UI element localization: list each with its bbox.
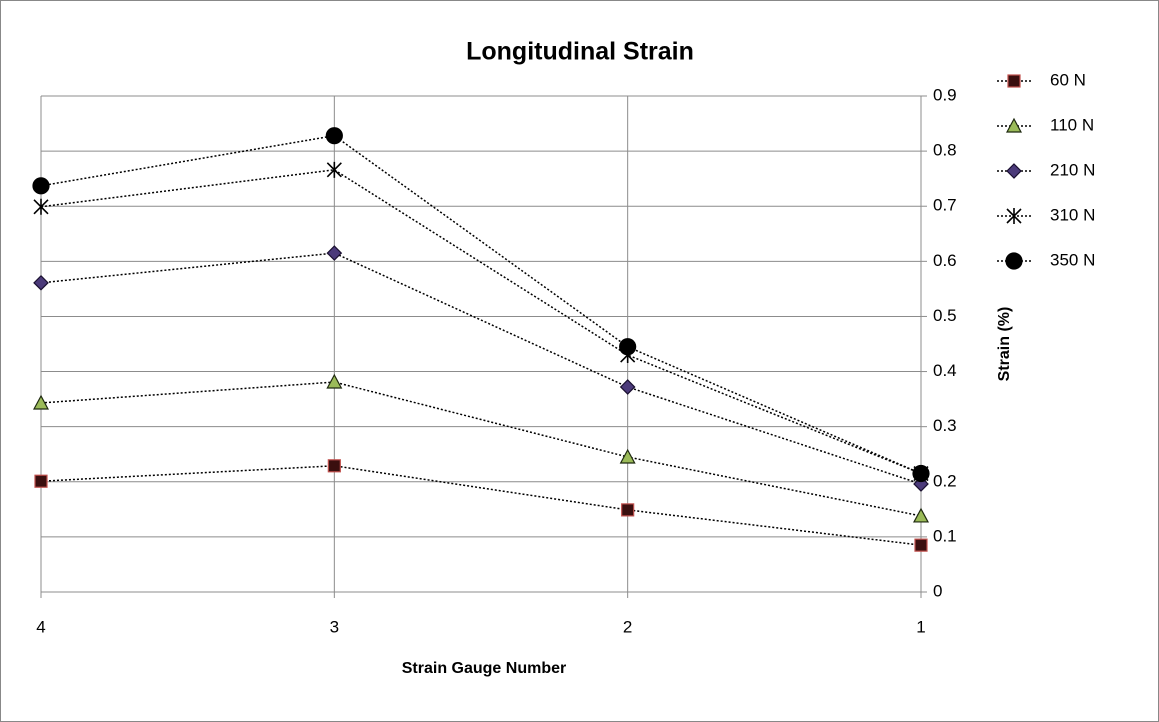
marker (325, 127, 343, 145)
marker (32, 394, 50, 410)
marker (619, 338, 637, 356)
marker (619, 379, 636, 395)
marker (327, 459, 341, 473)
legend-label: 210 N (1050, 160, 1095, 179)
y-tick-label: 0.1 (933, 526, 957, 545)
marker (912, 507, 930, 523)
series-line (40, 252, 922, 485)
marker (1007, 74, 1021, 88)
marker (1006, 163, 1022, 179)
marker (32, 177, 50, 195)
marker (33, 198, 49, 215)
y-tick-label: 0.3 (933, 416, 957, 435)
marker (912, 464, 930, 483)
y-axis-label: Strain (%) (996, 307, 1013, 382)
marker (1005, 252, 1023, 270)
x-tick-label: 1 (916, 617, 925, 636)
x-tick-label: 2 (623, 617, 632, 636)
marker (619, 448, 636, 464)
y-tick-label: 0.5 (933, 306, 957, 325)
marker (914, 538, 928, 552)
y-tick-label: 0.7 (933, 196, 957, 215)
marker (34, 474, 48, 488)
y-tick-label: 0.2 (933, 471, 957, 490)
marker (326, 373, 343, 389)
marker (621, 503, 635, 517)
series-line (40, 381, 922, 517)
y-tick-label: 0.4 (933, 361, 957, 380)
series-line (40, 169, 922, 475)
marker (1006, 208, 1022, 224)
chart-title: Longitudinal Strain (466, 38, 694, 66)
y-tick-label: 0 (933, 581, 942, 600)
marker (1005, 117, 1023, 133)
marker (326, 245, 343, 261)
marker (326, 161, 342, 178)
legend-label: 350 N (1050, 250, 1095, 269)
legend-label: 60 N (1050, 70, 1086, 89)
legend-label: 310 N (1050, 205, 1095, 224)
x-tick-label: 4 (36, 617, 45, 636)
y-tick-label: 0.9 (933, 85, 957, 104)
y-tick-label: 0.6 (933, 251, 957, 270)
y-tick-label: 0.8 (933, 141, 957, 160)
x-axis-label: Strain Gauge Number (402, 660, 566, 677)
series-line (40, 134, 922, 475)
legend-label: 110 N (1050, 115, 1094, 134)
x-tick-label: 3 (330, 617, 339, 636)
marker (33, 274, 49, 291)
